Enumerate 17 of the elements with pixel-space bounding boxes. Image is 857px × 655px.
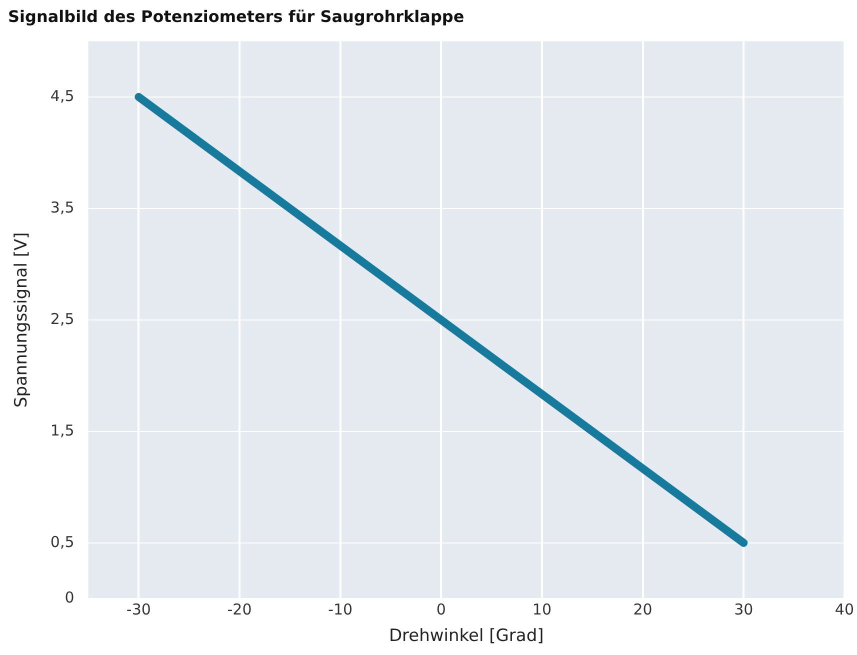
x-tick-label: 0 (436, 600, 446, 618)
y-tick-label: 1,5 (50, 421, 74, 440)
y-tick-label: 0 (64, 588, 74, 606)
y-tick-label: 3,5 (50, 198, 74, 216)
x-tick-label: 10 (532, 600, 552, 618)
x-tick-label: 40 (834, 600, 854, 618)
x-tick-label: 30 (734, 600, 754, 618)
y-tick-label: 2,5 (50, 310, 74, 328)
x-tick-label: 20 (633, 600, 652, 618)
y-axis-title: Spannungssignal [V] (12, 232, 32, 408)
x-tick-label: -30 (126, 600, 151, 618)
y-tick-label: 4,5 (50, 86, 74, 105)
y-tick-label: 0,5 (50, 532, 74, 551)
x-axis-title: Drehwinkel [Grad] (388, 626, 544, 646)
chart-title: Signalbild des Potenziometers für Saugrohrklappe (8, 6, 464, 26)
x-tick-label: -20 (227, 600, 252, 618)
x-tick-label: -10 (328, 600, 353, 618)
